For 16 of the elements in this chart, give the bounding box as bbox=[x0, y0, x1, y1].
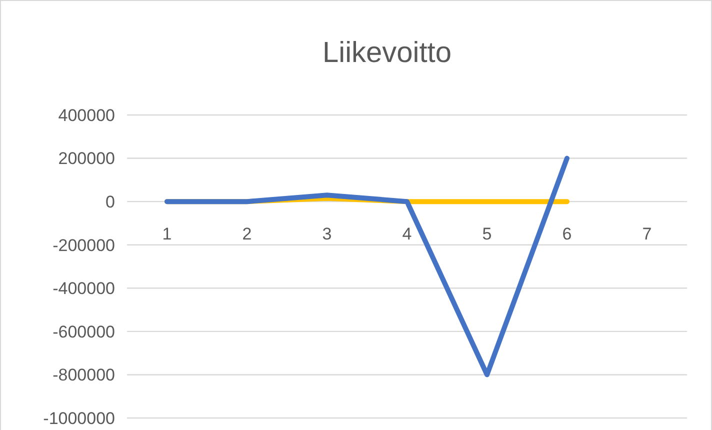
y-tick-label: -200000 bbox=[52, 236, 115, 255]
y-tick-label: -400000 bbox=[52, 279, 115, 298]
x-tick-label: 3 bbox=[322, 224, 332, 244]
y-tick-label: -1000000 bbox=[43, 408, 115, 428]
y-tick-label: 200000 bbox=[58, 149, 115, 168]
chart-title: Liikevoitto bbox=[322, 37, 452, 69]
x-tick-label: 7 bbox=[642, 224, 652, 244]
x-tick-label: 2 bbox=[242, 224, 252, 244]
x-tick-label: 5 bbox=[482, 224, 492, 244]
y-tick-label: -600000 bbox=[52, 322, 115, 342]
y-tick-label: -800000 bbox=[52, 366, 115, 385]
y-tick-label: 400000 bbox=[58, 106, 115, 125]
x-tick-label: 4 bbox=[402, 224, 412, 244]
y-tick-label: 0 bbox=[106, 192, 115, 212]
x-tick-label: 1 bbox=[162, 224, 172, 244]
x-tick-label: 6 bbox=[562, 224, 572, 244]
